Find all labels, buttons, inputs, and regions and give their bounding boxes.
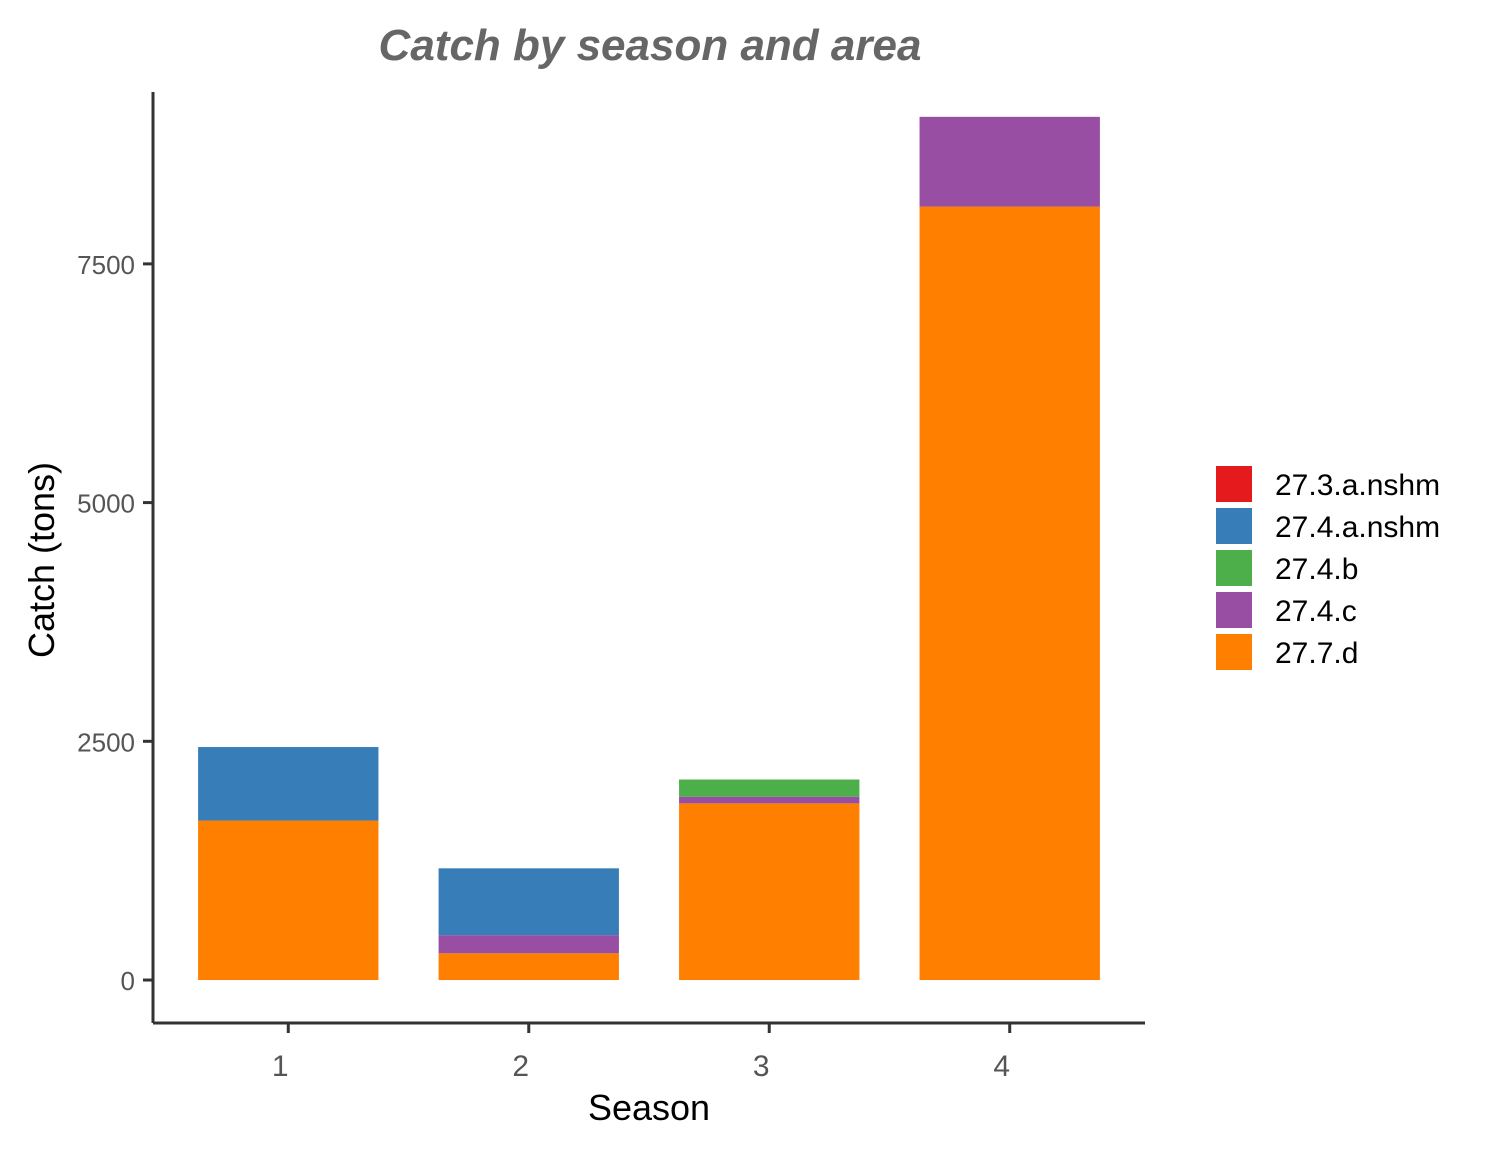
x-tick-label-3: 3 — [753, 1050, 770, 1083]
bar-season-1-27.7.d — [198, 820, 379, 981]
y-axis-title: Catch (tons) — [21, 462, 62, 658]
x-tick-label-2: 2 — [512, 1050, 529, 1083]
axes: 0 2500 5000 7500 1 2 3 4 — [77, 92, 1145, 1083]
legend-label-27.4.c: 27.4.c — [1275, 595, 1357, 628]
bars — [198, 116, 1100, 981]
legend-label-27.4.a.nshm: 27.4.a.nshm — [1275, 511, 1440, 544]
x-tick-label-4: 4 — [993, 1050, 1010, 1083]
legend-swatch-27.7.d — [1216, 634, 1252, 670]
x-axis-title: Season — [588, 1087, 710, 1128]
legend-swatch-27.3.a.nshm — [1216, 466, 1252, 502]
x-tick-label-1: 1 — [272, 1050, 289, 1083]
y-tick-label-5000: 5000 — [77, 489, 135, 519]
bar-season-1-27.4.a.nshm — [198, 747, 379, 821]
legend-swatch-27.4.b — [1216, 550, 1252, 586]
legend-swatch-27.4.a.nshm — [1216, 508, 1252, 544]
legend: 27.3.a.nshm 27.4.a.nshm 27.4.b 27.4.c 27.7.d — [1216, 466, 1440, 670]
chart-title: Catch by season and area — [379, 21, 922, 70]
bar-season-3-27.7.d — [679, 803, 860, 981]
bar-season-3-27.4.c — [679, 796, 860, 804]
legend-label-27.4.b: 27.4.b — [1275, 553, 1358, 586]
y-tick-label-7500: 7500 — [77, 250, 135, 280]
bar-season-4-27.7.d — [919, 206, 1100, 981]
bar-season-2-27.4.a.nshm — [438, 868, 619, 936]
y-tick-label-0: 0 — [121, 966, 135, 996]
bar-season-3-27.4.b — [679, 779, 860, 797]
legend-label-27.3.a.nshm: 27.3.a.nshm — [1275, 469, 1440, 502]
y-tick-label-2500: 2500 — [77, 727, 135, 757]
legend-label-27.7.d: 27.7.d — [1275, 637, 1358, 670]
bar-season-2-27.4.c — [438, 935, 619, 954]
legend-swatch-27.4.c — [1216, 592, 1252, 628]
bar-season-4-27.4.c — [919, 116, 1100, 207]
bar-season-2-27.7.d — [438, 953, 619, 981]
